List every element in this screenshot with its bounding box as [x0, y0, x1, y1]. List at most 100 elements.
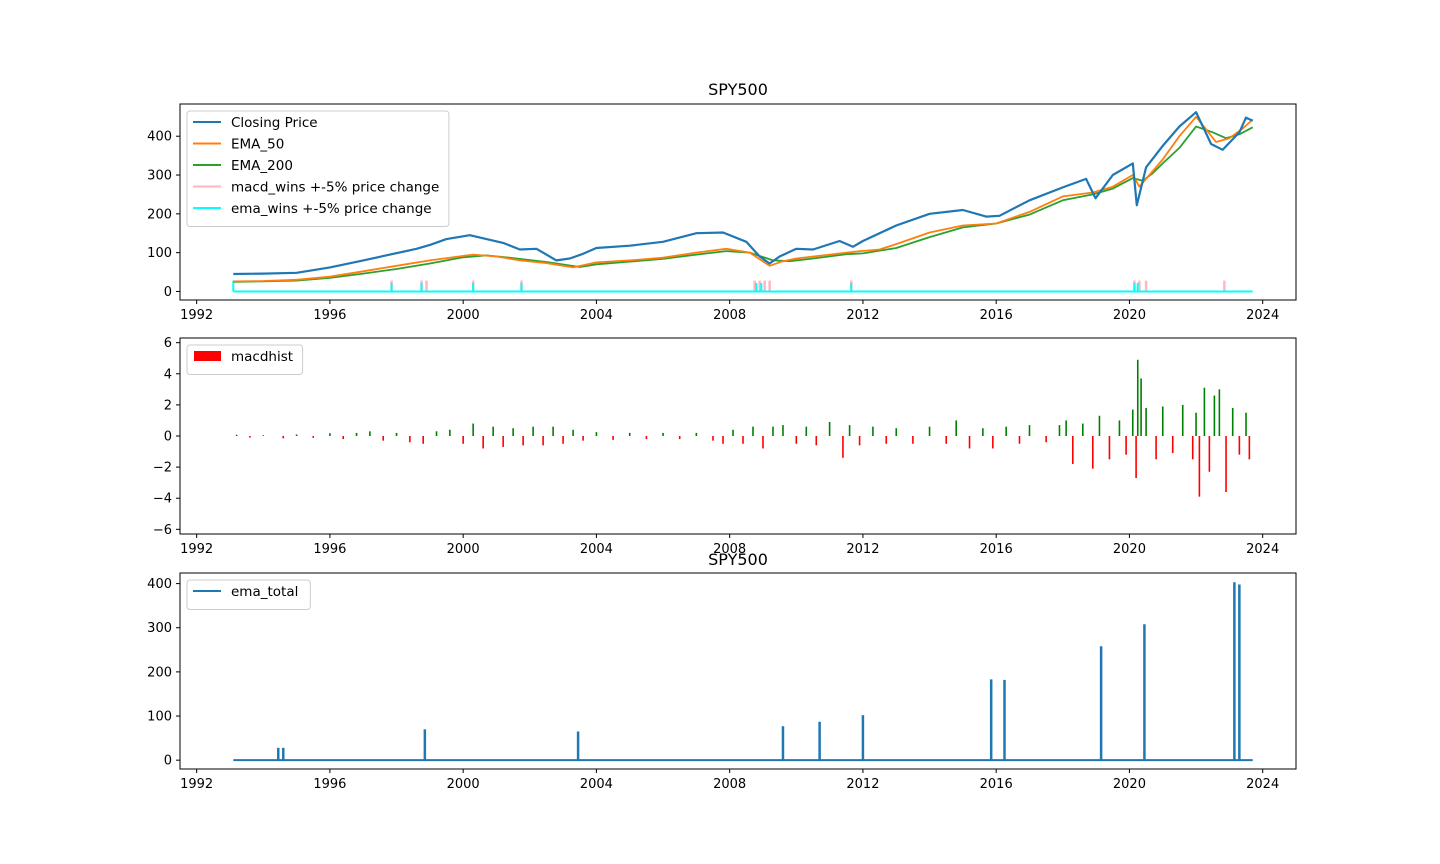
- histogram-bar: [449, 429, 451, 436]
- ema-total-legend: ema_total: [186, 579, 311, 610]
- histogram-bar: [329, 433, 331, 436]
- histogram-bar: [1238, 436, 1241, 455]
- x-tick-label: 2016: [980, 308, 1013, 323]
- x-tick-label: 2012: [846, 308, 879, 323]
- histogram-bar: [262, 435, 265, 436]
- y-tick-label: 2: [164, 398, 172, 413]
- y-tick-label: −6: [153, 523, 172, 538]
- legend-box: [186, 579, 311, 610]
- legend-label: macd_wins +-5% price change: [231, 180, 439, 196]
- x-tick-label: 2000: [447, 542, 480, 557]
- histogram-bar: [712, 436, 714, 441]
- histogram-bar: [762, 436, 764, 449]
- histogram-bar: [1161, 406, 1164, 436]
- histogram-bar: [772, 426, 774, 436]
- histogram-bar: [435, 431, 438, 436]
- histogram-bar: [1131, 409, 1134, 436]
- y-tick-label: 300: [147, 621, 172, 636]
- x-tick-label: 1992: [180, 777, 213, 792]
- macd-plot-area: [235, 359, 1251, 497]
- histogram-bar: [722, 436, 724, 444]
- histogram-bar: [462, 436, 464, 444]
- histogram-bar: [848, 425, 851, 436]
- histogram-bar: [409, 436, 411, 443]
- histogram-bar: [955, 420, 958, 436]
- histogram-bar: [395, 432, 398, 436]
- histogram-bar: [1005, 426, 1007, 436]
- y-tick-label: 300: [147, 169, 172, 184]
- ema-total-chart-title: SPY500: [708, 550, 768, 569]
- macd-legend: macdhist: [186, 344, 304, 375]
- histogram-bar: [1135, 436, 1137, 478]
- histogram-bar: [662, 432, 664, 436]
- histogram-bar: [612, 436, 614, 440]
- histogram-bar: [945, 436, 948, 444]
- y-tick-label: 0: [164, 754, 172, 769]
- y-tick-label: 100: [147, 246, 172, 261]
- histogram-bar: [512, 428, 514, 436]
- histogram-bar: [1140, 378, 1142, 436]
- price-chart-title: SPY500: [708, 80, 768, 99]
- histogram-bar: [982, 428, 984, 436]
- histogram-bar: [678, 436, 681, 440]
- histogram-bar: [842, 436, 844, 458]
- x-tick-label: 2008: [713, 542, 746, 557]
- histogram-bar: [1191, 436, 1194, 460]
- histogram-bar: [1213, 395, 1216, 436]
- histogram-bar: [342, 436, 345, 440]
- ema-total-plot-area: [233, 582, 1253, 762]
- histogram-bar: [552, 426, 554, 436]
- ema-total-x-axis: 1992 1996 2000 2004 2008 2012 2016 2020 2024: [180, 769, 1279, 792]
- histogram-bar: [782, 425, 784, 436]
- histogram-bar: [1045, 436, 1047, 443]
- y-tick-label: 400: [147, 130, 172, 145]
- histogram-bar: [472, 423, 474, 436]
- price-x-axis: 1992 1996 2000 2004 2008 2012 2016 2020 2024: [180, 300, 1279, 323]
- y-tick-label: 4: [164, 367, 172, 382]
- x-tick-label: 2020: [1113, 542, 1146, 557]
- x-tick-label: 2000: [447, 308, 480, 323]
- histogram-bar: [562, 436, 564, 444]
- histogram-bar: [695, 432, 698, 436]
- histogram-bar: [1136, 359, 1139, 436]
- x-tick-label: 1992: [180, 542, 213, 557]
- y-tick-label: −2: [153, 461, 172, 476]
- histogram-bar: [235, 434, 238, 436]
- histogram-bar: [1231, 408, 1234, 436]
- histogram-bar: [628, 432, 631, 436]
- y-tick-label: 6: [164, 336, 172, 351]
- histogram-bar: [858, 436, 861, 446]
- histogram-bar: [645, 436, 648, 440]
- histogram-bar: [295, 434, 298, 436]
- y-tick-label: −4: [153, 492, 172, 507]
- histogram-bar: [828, 422, 831, 436]
- x-tick-label: 2004: [580, 777, 613, 792]
- histogram-bar: [795, 436, 798, 444]
- histogram-bar: [1155, 436, 1157, 460]
- histogram-bar: [422, 436, 424, 444]
- legend-label: EMA_200: [231, 158, 293, 174]
- histogram-bar: [872, 426, 874, 436]
- histogram-bar: [482, 436, 484, 449]
- y-tick-label: 400: [147, 577, 172, 592]
- histogram-bar: [1072, 436, 1074, 464]
- y-tick-label: 200: [147, 207, 172, 222]
- histogram-bar: [1125, 436, 1127, 455]
- legend-swatch: [194, 351, 221, 361]
- x-tick-label: 2008: [713, 777, 746, 792]
- series-line-ema-50: [233, 115, 1254, 283]
- histogram-bar: [1248, 436, 1251, 460]
- histogram-bar: [282, 436, 285, 439]
- y-tick-label: 200: [147, 665, 172, 680]
- histogram-bar: [312, 436, 315, 438]
- histogram-bar: [1225, 436, 1227, 492]
- x-tick-label: 1996: [313, 308, 346, 323]
- histogram-bar: [1145, 408, 1147, 436]
- ema-total-axes-frame: [179, 572, 1297, 770]
- x-tick-label: 2004: [580, 308, 613, 323]
- series-line-ema-200: [233, 125, 1254, 283]
- x-tick-label: 2020: [1113, 777, 1146, 792]
- histogram-bar: [249, 436, 251, 438]
- histogram-bar: [928, 426, 931, 436]
